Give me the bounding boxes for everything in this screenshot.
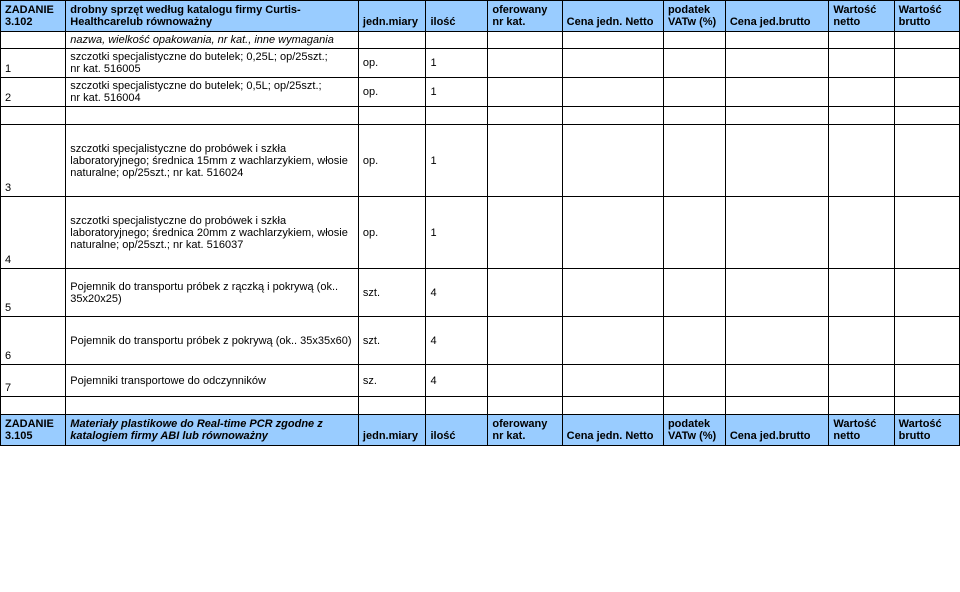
col-wartosc-brutto: Wartość brutto [894, 415, 959, 446]
row-qty: 4 [426, 317, 488, 365]
col-unit: jedn.miary [358, 1, 426, 32]
row-unit: op. [358, 49, 426, 78]
row-desc: szczotki specjalistyczne do probówek i s… [66, 125, 359, 197]
row-unit: op. [358, 125, 426, 197]
row-desc: szczotki specjalistyczne do probówek i s… [66, 197, 359, 269]
row-num: 1 [1, 49, 66, 78]
row-num: 5 [1, 269, 66, 317]
task2-title: Materiały plastikowe do Real-time PCR zg… [66, 415, 359, 446]
col-unit: jedn.miary [358, 415, 426, 446]
row-qty: 4 [426, 365, 488, 397]
table-row: 7 Pojemniki transportowe do odczynników … [1, 365, 960, 397]
col-vat: podatek VATw (%) [663, 1, 725, 32]
col-offered: oferowany nr kat. [488, 1, 562, 32]
subheader-row: nazwa, wielkość opakowania, nr kat., inn… [1, 32, 960, 49]
col-offered: oferowany nr kat. [488, 415, 562, 446]
subheader-text: nazwa, wielkość opakowania, nr kat., inn… [66, 32, 359, 49]
row-num: 6 [1, 317, 66, 365]
row-unit: sz. [358, 365, 426, 397]
task2-id: ZADANIE 3.105 [1, 415, 66, 446]
col-wartosc-netto: Wartość netto [829, 1, 894, 32]
row-desc: szczotki specjalistyczne do butelek; 0,5… [66, 78, 359, 107]
col-qty: ilość [426, 415, 488, 446]
col-cena-brutto: Cena jed.brutto [725, 415, 829, 446]
spec-table: ZADANIE 3.102 drobny sprzęt według katal… [0, 0, 960, 446]
row-unit: szt. [358, 269, 426, 317]
blank-row [1, 397, 960, 415]
col-vat: podatek VATw (%) [663, 415, 725, 446]
table-row: 6 Pojemnik do transportu próbek z pokryw… [1, 317, 960, 365]
cell [1, 32, 66, 49]
table-row: 2 szczotki specjalistyczne do butelek; 0… [1, 78, 960, 107]
table-row: 4 szczotki specjalistyczne do probówek i… [1, 197, 960, 269]
row-num: 7 [1, 365, 66, 397]
task1-title: drobny sprzęt według katalogu firmy Curt… [66, 1, 359, 32]
col-wartosc-netto: Wartość netto [829, 415, 894, 446]
row-qty: 1 [426, 49, 488, 78]
row-num: 4 [1, 197, 66, 269]
row-num: 3 [1, 125, 66, 197]
row-num: 2 [1, 78, 66, 107]
row-qty: 1 [426, 78, 488, 107]
col-cena-brutto: Cena jed.brutto [725, 1, 829, 32]
row-desc: Pojemnik do transportu próbek z rączką i… [66, 269, 359, 317]
header-row-task2: ZADANIE 3.105 Materiały plastikowe do Re… [1, 415, 960, 446]
col-qty: ilość [426, 1, 488, 32]
col-wartosc-brutto: Wartość brutto [894, 1, 959, 32]
col-cena-jedn: Cena jedn. Netto [562, 415, 663, 446]
table-row: 1 szczotki specjalistyczne do butelek; 0… [1, 49, 960, 78]
header-row-task1: ZADANIE 3.102 drobny sprzęt według katal… [1, 1, 960, 32]
blank-row [1, 107, 960, 125]
row-qty: 1 [426, 197, 488, 269]
row-desc: Pojemnik do transportu próbek z pokrywą … [66, 317, 359, 365]
row-desc: Pojemniki transportowe do odczynników [66, 365, 359, 397]
row-unit: szt. [358, 317, 426, 365]
row-qty: 4 [426, 269, 488, 317]
table-row: 5 Pojemnik do transportu próbek z rączką… [1, 269, 960, 317]
row-unit: op. [358, 78, 426, 107]
col-cena-jedn: Cena jedn. Netto [562, 1, 663, 32]
row-qty: 1 [426, 125, 488, 197]
row-desc: szczotki specjalistyczne do butelek; 0,2… [66, 49, 359, 78]
task1-id: ZADANIE 3.102 [1, 1, 66, 32]
row-unit: op. [358, 197, 426, 269]
table-row: 3 szczotki specjalistyczne do probówek i… [1, 125, 960, 197]
